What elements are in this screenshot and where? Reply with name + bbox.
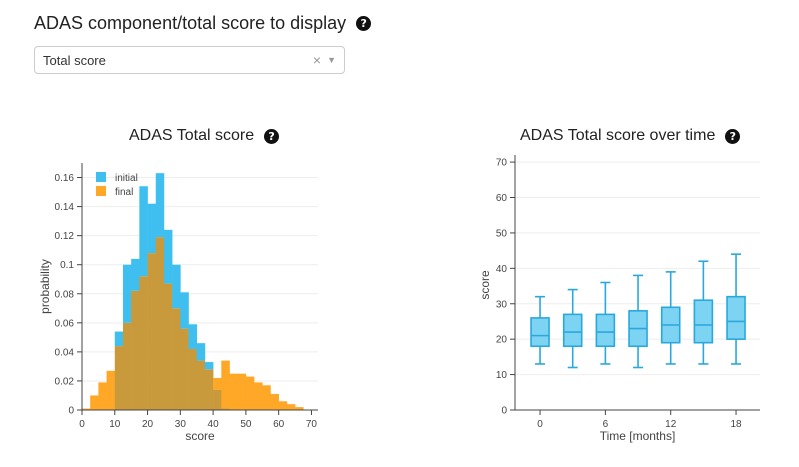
y-tick-label: 0.02 xyxy=(55,376,75,387)
y-tick-label: 10 xyxy=(496,370,508,381)
y-tick-label: 0.12 xyxy=(55,231,75,242)
histogram-bar-final xyxy=(90,395,99,410)
score-select-dropdown[interactable]: Total score × ▼ xyxy=(34,46,345,74)
histogram-bar-initial xyxy=(188,324,198,349)
x-tick-label: 10 xyxy=(109,419,121,430)
histogram-bar-overlap xyxy=(180,328,189,410)
legend-label-initial: initial xyxy=(115,173,138,184)
legend-swatch-final xyxy=(96,186,106,196)
y-tick-label: 40 xyxy=(496,264,508,275)
histogram-bar-final xyxy=(286,404,296,410)
histogram-bar-overlap xyxy=(204,369,214,410)
x-tick-label: 12 xyxy=(665,419,677,430)
histogram-bar-final xyxy=(270,394,279,410)
histogram-bar-final xyxy=(213,378,222,390)
x-tick-label: 50 xyxy=(240,419,252,430)
question-circle-icon[interactable]: ? xyxy=(725,128,741,144)
histogram-bar-final xyxy=(295,407,304,410)
box-iqr xyxy=(562,313,583,348)
histogram-bar-final xyxy=(254,382,263,410)
y-tick-label: 20 xyxy=(496,335,508,346)
legend-label-final: final xyxy=(115,187,133,198)
histogram-title: ADAS Total score xyxy=(129,127,255,144)
histogram-bar-overlap xyxy=(155,237,165,410)
box-iqr xyxy=(693,299,714,344)
histogram-bar-overlap xyxy=(147,253,157,410)
section-title: ADAS component/total score to display xyxy=(34,13,347,33)
x-tick-label: 0 xyxy=(537,419,543,430)
histogram-bar-overlap xyxy=(131,290,140,410)
section-header: ADAS component/total score to display ? xyxy=(34,13,372,34)
x-tick-label: 70 xyxy=(306,419,318,430)
y-tick-label: 0.14 xyxy=(55,202,75,213)
histogram-bar-final xyxy=(98,382,107,410)
y-tick-label: 30 xyxy=(496,299,508,310)
histogram-bar-final xyxy=(229,373,238,410)
clear-icon[interactable]: × xyxy=(312,52,322,68)
histogram-bar-initial xyxy=(147,203,157,254)
question-circle-icon[interactable]: ? xyxy=(264,128,280,144)
box-iqr xyxy=(595,313,616,348)
histogram-bar-initial xyxy=(114,331,124,347)
histogram-bar-initial xyxy=(163,229,173,284)
x-axis-label: score xyxy=(185,429,215,443)
boxplot-title: ADAS Total score over time xyxy=(520,127,716,144)
histogram-bar-initial xyxy=(131,258,140,291)
y-tick-label: 60 xyxy=(496,193,508,204)
histogram-bar-overlap xyxy=(213,389,222,410)
histogram-bar-overlap xyxy=(122,322,132,410)
x-tick-label: 30 xyxy=(175,419,187,430)
legend-swatch-initial xyxy=(96,172,106,182)
histogram-bar-initial xyxy=(139,186,148,277)
histogram-bar-initial xyxy=(196,343,206,361)
histogram-bar-initial xyxy=(172,264,181,309)
boxplot-title-block: ADAS Total score over time ? xyxy=(520,127,741,145)
y-tick-label: 0.08 xyxy=(55,289,75,300)
x-tick-label: 60 xyxy=(273,419,285,430)
histogram-bar-overlap xyxy=(139,276,148,410)
x-tick-label: 0 xyxy=(79,419,85,430)
score-select-value: Total score xyxy=(43,52,106,68)
x-tick-label: 40 xyxy=(208,419,220,430)
histogram-bar-initial xyxy=(180,292,189,329)
y-tick-label: 0 xyxy=(68,406,74,417)
y-tick-label: 0.1 xyxy=(60,260,74,271)
histogram-bar-overlap xyxy=(188,348,198,410)
y-axis-label: probability xyxy=(38,259,52,314)
x-axis-label: Time [months] xyxy=(600,429,676,443)
y-tick-label: 70 xyxy=(496,158,508,169)
histogram-bar-final xyxy=(221,360,230,409)
y-tick-label: 0.06 xyxy=(55,318,75,329)
x-tick-label: 18 xyxy=(730,419,742,430)
histogram-bar-final xyxy=(245,376,255,410)
histogram-bar-final xyxy=(262,385,271,410)
x-tick-label: 6 xyxy=(603,419,609,430)
question-circle-icon[interactable]: ? xyxy=(356,16,372,31)
histogram-bar-final xyxy=(106,370,116,410)
x-tick-label: 20 xyxy=(142,419,154,430)
histogram-bar-overlap xyxy=(172,308,181,410)
histogram-bar-overlap xyxy=(221,408,230,410)
histogram-bar-initial xyxy=(122,264,132,323)
y-tick-label: 0.04 xyxy=(55,347,75,358)
box-iqr xyxy=(726,295,746,340)
histogram-bar-overlap xyxy=(163,283,173,410)
y-tick-label: 50 xyxy=(496,228,508,239)
histogram-bar-initial xyxy=(204,362,214,370)
chevron-down-icon[interactable]: ▼ xyxy=(327,55,336,65)
histogram-bar-initial xyxy=(155,173,165,238)
histogram-bar-overlap xyxy=(114,346,124,410)
histogram-title-block: ADAS Total score ? xyxy=(129,127,280,145)
histogram-bar-final xyxy=(82,408,91,410)
histogram-bar-final xyxy=(237,373,247,410)
y-axis-label: score xyxy=(478,270,492,300)
box-iqr xyxy=(530,317,550,348)
histogram-bar-overlap xyxy=(196,360,206,410)
y-tick-label: 0.16 xyxy=(55,173,75,184)
y-tick-label: 0 xyxy=(501,406,507,417)
histogram-bar-final xyxy=(278,401,288,410)
